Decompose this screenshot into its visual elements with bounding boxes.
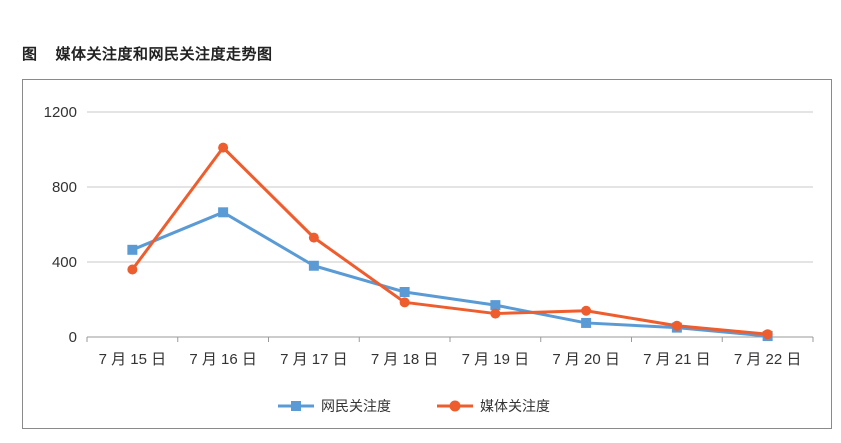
data-point <box>218 207 229 218</box>
data-point <box>581 305 592 316</box>
data-point <box>308 232 319 243</box>
data-point <box>308 260 319 271</box>
data-point <box>490 300 501 311</box>
data-point <box>127 244 138 255</box>
chart-frame <box>22 79 832 429</box>
x-tick-label: 7 月 16 日 <box>189 351 257 368</box>
legend-marker <box>449 400 461 412</box>
data-point <box>490 308 501 319</box>
data-point <box>218 142 229 153</box>
x-tick-label: 7 月 17 日 <box>280 351 348 368</box>
legend-label: 媒体关注度 <box>480 399 550 415</box>
data-point <box>399 297 410 308</box>
x-tick-label: 7 月 18 日 <box>371 351 439 368</box>
legend-marker <box>291 401 301 411</box>
y-tick-label: 1200 <box>44 104 77 121</box>
x-tick-label: 7 月 19 日 <box>462 351 530 368</box>
figure-title: 图媒体关注度和网民关注度走势图 <box>22 43 273 64</box>
data-point <box>581 317 592 328</box>
data-point <box>127 264 138 275</box>
legend-label: 网民关注度 <box>321 399 391 415</box>
x-tick-label: 7 月 20 日 <box>552 351 620 368</box>
data-point <box>399 287 410 297</box>
y-tick-label: 400 <box>52 254 77 271</box>
x-tick-label: 7 月 22 日 <box>734 351 802 368</box>
data-point <box>762 329 773 340</box>
figure-title-text: 媒体关注度和网民关注度走势图 <box>55 45 273 63</box>
data-point <box>671 320 682 331</box>
y-tick-label: 800 <box>52 179 77 196</box>
series-line <box>130 146 770 336</box>
figure-prefix: 图 <box>22 45 38 63</box>
y-tick-label: 0 <box>69 329 77 346</box>
series-line <box>130 210 770 338</box>
x-tick-label: 7 月 21 日 <box>643 351 711 368</box>
x-tick-label: 7 月 15 日 <box>99 351 167 368</box>
